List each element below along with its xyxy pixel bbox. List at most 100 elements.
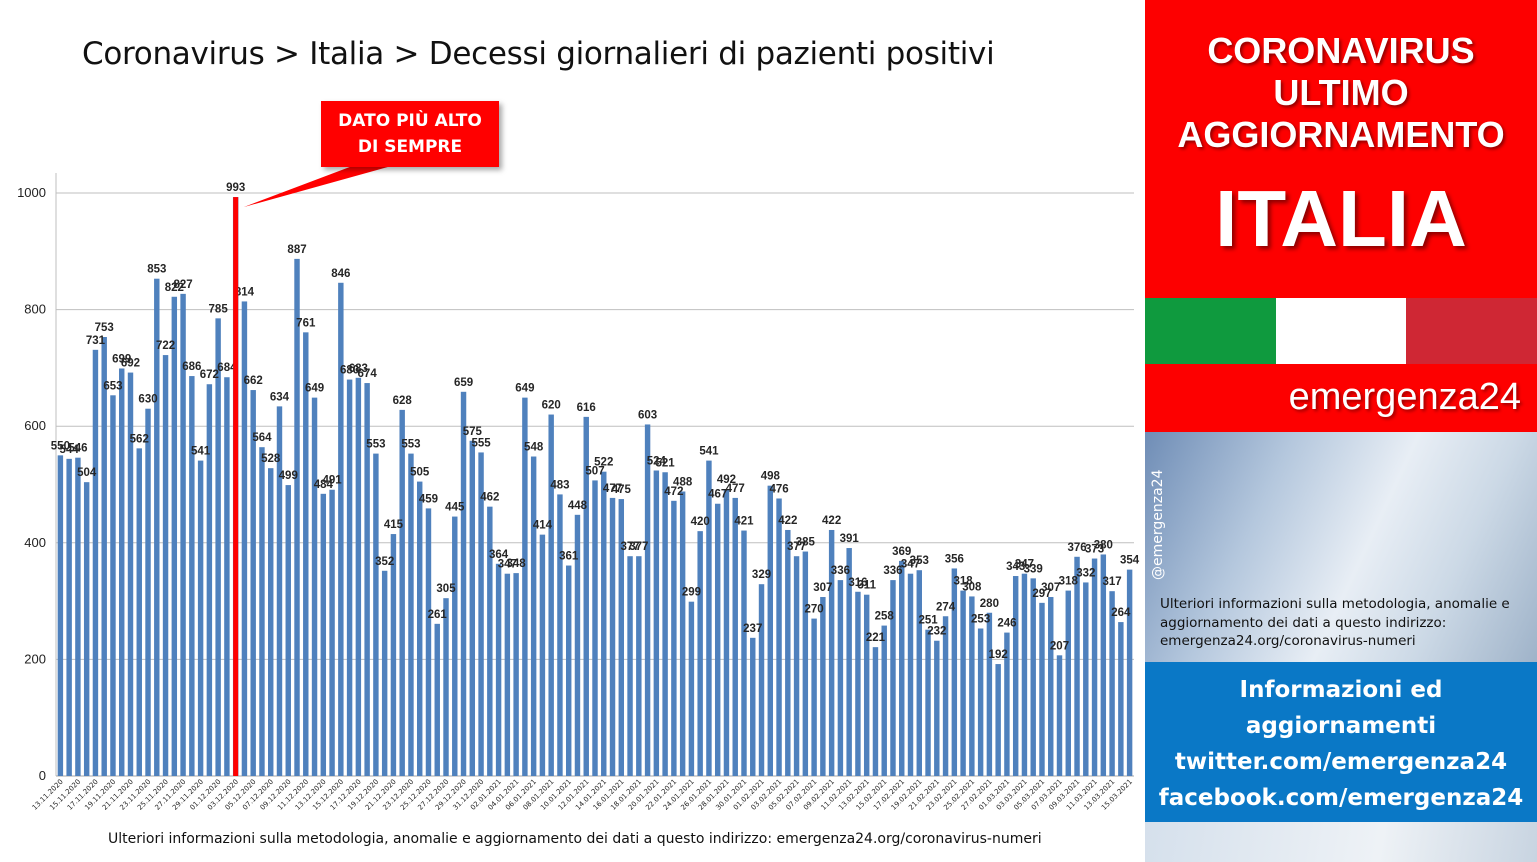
bar: [1118, 622, 1124, 776]
bar: [846, 548, 852, 776]
bar: [408, 453, 414, 776]
footnote: Ulteriori informazioni sulla metodologia…: [108, 831, 1042, 847]
bar: [1083, 582, 1089, 776]
headline-line-3: AGGIORNAMENTO: [1177, 114, 1505, 155]
data-label: 305: [436, 583, 456, 595]
data-label: 192: [989, 649, 1008, 661]
bar: [513, 573, 519, 776]
flag-green-stripe: [1145, 298, 1276, 364]
bar: [872, 647, 879, 776]
bar: [1109, 591, 1115, 776]
bar: [828, 529, 835, 776]
bar: [565, 565, 572, 776]
data-label: 659: [454, 377, 473, 389]
data-label: 308: [962, 581, 982, 593]
bar: [452, 516, 458, 776]
bar: [925, 629, 931, 776]
data-label: 603: [638, 409, 657, 421]
data-label: 332: [1076, 567, 1095, 579]
bar: [1056, 655, 1063, 776]
data-label: 316: [848, 577, 867, 589]
data-label: 562: [130, 433, 149, 445]
data-label: 422: [778, 515, 797, 527]
bar: [1091, 558, 1098, 776]
data-label: 504: [77, 467, 97, 479]
headline-line-2: ULTIMO: [1273, 72, 1409, 113]
data-label: 459: [419, 493, 438, 505]
data-label: 377: [787, 541, 806, 553]
sidebar-info-text: Ulteriori informazioni sulla metodologia…: [1160, 596, 1510, 649]
y-axis-ticks: 0 200 400 600 800 1000: [17, 185, 46, 783]
data-label: 251: [918, 615, 938, 627]
data-label: 491: [322, 475, 342, 487]
bar: [934, 640, 940, 776]
bar: [180, 293, 186, 776]
callout-pointer: [243, 165, 395, 208]
bar: [110, 395, 116, 776]
data-label: 785: [209, 303, 229, 315]
data-label: 347: [901, 559, 920, 571]
bar: [311, 397, 318, 776]
bar: [522, 397, 528, 776]
bar: [548, 414, 554, 776]
bar: [986, 612, 993, 776]
data-label: 380: [1094, 539, 1113, 551]
data-label: 753: [95, 322, 114, 334]
bar: [802, 551, 809, 776]
data-label: 207: [1050, 640, 1069, 652]
data-label: 364: [489, 549, 509, 561]
data-label: 329: [752, 569, 771, 581]
bar: [1039, 602, 1045, 776]
bar: [662, 472, 668, 776]
data-label: 445: [445, 502, 465, 514]
data-label: 507: [585, 465, 604, 477]
bar: [416, 481, 423, 776]
data-label: 477: [603, 483, 622, 495]
bar: [259, 447, 265, 776]
data-label: 376: [1067, 542, 1086, 554]
twitter-link[interactable]: twitter.com/emergenza24: [1174, 749, 1508, 775]
data-label: 492: [717, 474, 736, 486]
bars: [57, 197, 1133, 776]
bar: [793, 556, 800, 776]
data-label: 524: [647, 456, 667, 468]
data-label: 505: [410, 467, 430, 479]
bar: [995, 664, 1001, 776]
data-label: 336: [831, 565, 850, 577]
bar: [714, 503, 721, 776]
bar: [346, 379, 353, 776]
bar: [907, 573, 914, 776]
data-label: 628: [393, 395, 413, 407]
background-photo-bottom: [1145, 822, 1537, 862]
highlight-layer: [233, 165, 395, 776]
data-label: 270: [805, 604, 824, 616]
data-label: 853: [147, 264, 166, 276]
bar: [732, 497, 738, 776]
bar: [1100, 554, 1107, 776]
bar: [224, 377, 230, 776]
data-label: 634: [270, 391, 290, 403]
bar: [1065, 590, 1071, 776]
data-label: 616: [577, 402, 596, 414]
data-label: 307: [813, 582, 832, 594]
bar: [241, 301, 248, 776]
data-label: 385: [796, 537, 816, 549]
data-label: 467: [708, 489, 727, 501]
bar: [750, 637, 756, 776]
bar: [855, 591, 861, 776]
data-label: 318: [954, 576, 974, 588]
headline-line-1: CORONAVIRUS: [1207, 30, 1475, 71]
bar: [145, 408, 151, 776]
data-label: 318: [1059, 576, 1079, 588]
data-label: 692: [121, 358, 140, 370]
data-label: 221: [866, 632, 886, 644]
bar: [1048, 597, 1054, 776]
brand-name: emergenza24: [1288, 376, 1521, 418]
facebook-link[interactable]: facebook.com/emergenza24: [1158, 785, 1524, 811]
data-label: 541: [699, 446, 719, 458]
bar: [469, 440, 476, 776]
data-label: 361: [559, 551, 579, 563]
data-label: 498: [761, 471, 781, 483]
bar: [618, 499, 625, 776]
data-label: 373: [1085, 544, 1104, 556]
